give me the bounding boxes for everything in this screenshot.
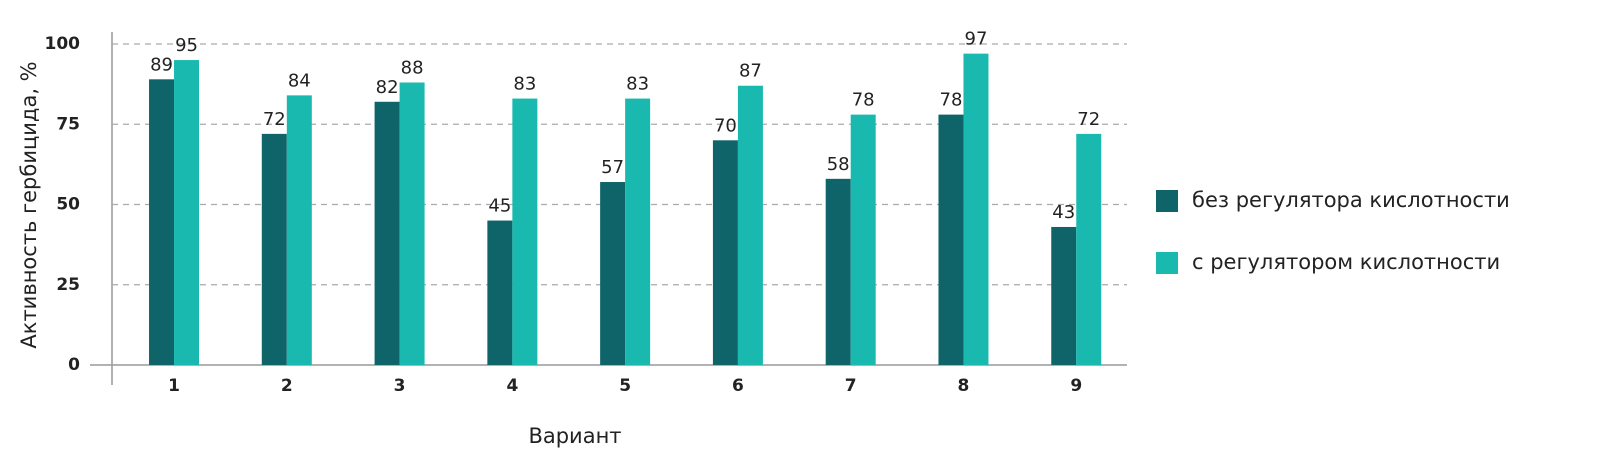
x-axis-title: Вариант bbox=[528, 424, 621, 448]
value-label: 95 bbox=[175, 35, 198, 56]
y-tick-label: 25 bbox=[56, 275, 80, 295]
bar bbox=[512, 98, 538, 365]
legend-label: с регулятором кислотности bbox=[1192, 250, 1500, 274]
value-label: 72 bbox=[1077, 109, 1100, 130]
x-tick-label: 8 bbox=[958, 376, 970, 396]
bar bbox=[174, 60, 200, 366]
bar bbox=[1051, 226, 1077, 365]
bar bbox=[825, 178, 851, 365]
bar bbox=[963, 53, 989, 365]
legend-swatch bbox=[1156, 252, 1178, 274]
value-label: 87 bbox=[739, 61, 762, 82]
value-label: 58 bbox=[827, 154, 850, 175]
y-tick-label: 0 bbox=[68, 355, 80, 375]
x-tick-label: 1 bbox=[168, 376, 180, 396]
value-label: 97 bbox=[965, 29, 988, 50]
bar bbox=[261, 133, 287, 365]
bar bbox=[149, 79, 175, 365]
x-tick-label: 3 bbox=[394, 376, 406, 396]
value-label: 45 bbox=[488, 196, 511, 217]
value-label: 83 bbox=[513, 74, 536, 95]
bar bbox=[286, 95, 312, 366]
bar bbox=[374, 101, 400, 365]
value-label: 57 bbox=[601, 157, 624, 178]
value-label: 72 bbox=[263, 109, 286, 130]
value-label: 83 bbox=[626, 74, 649, 95]
value-label: 88 bbox=[401, 58, 424, 79]
x-tick-label: 4 bbox=[506, 376, 518, 396]
legend-swatch bbox=[1156, 190, 1178, 212]
bar bbox=[737, 85, 763, 365]
x-tick-label: 9 bbox=[1070, 376, 1082, 396]
value-label: 89 bbox=[150, 54, 173, 75]
bar bbox=[1076, 133, 1102, 365]
x-tick-label: 7 bbox=[845, 376, 857, 396]
bar bbox=[712, 140, 738, 365]
value-label: 43 bbox=[1052, 202, 1075, 223]
bar bbox=[487, 220, 513, 365]
value-label: 78 bbox=[940, 90, 963, 111]
legend-label: без регулятора кислотности bbox=[1192, 188, 1510, 212]
x-tick-label: 5 bbox=[619, 376, 631, 396]
value-label: 82 bbox=[376, 77, 399, 98]
value-label: 84 bbox=[288, 70, 311, 91]
y-tick-label: 100 bbox=[45, 34, 81, 54]
value-label: 78 bbox=[852, 90, 875, 111]
y-tick-label: 50 bbox=[56, 195, 80, 215]
y-tick-label: 75 bbox=[56, 114, 80, 134]
bar bbox=[625, 98, 651, 365]
bar bbox=[938, 114, 964, 366]
bar bbox=[600, 182, 626, 365]
bar bbox=[850, 114, 876, 366]
x-tick-label: 6 bbox=[732, 376, 744, 396]
bar bbox=[399, 82, 425, 366]
y-axis-title: Активность гербицида, % bbox=[17, 61, 41, 348]
value-label: 70 bbox=[714, 115, 737, 136]
x-tick-label: 2 bbox=[281, 376, 293, 396]
